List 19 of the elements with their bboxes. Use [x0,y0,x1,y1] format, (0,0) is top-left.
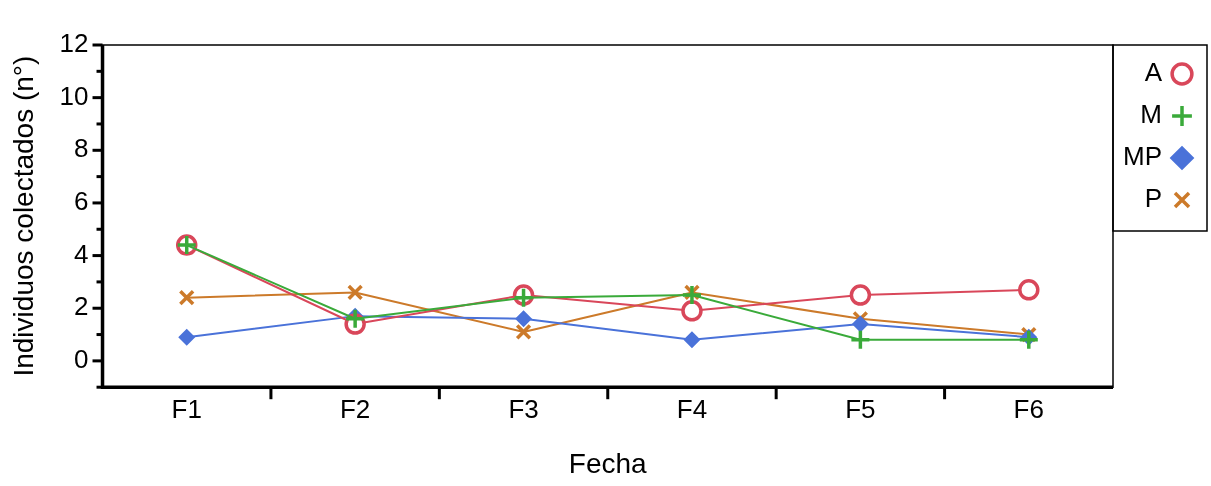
y-tick-label: 12 [59,28,89,59]
y-tick-label: 6 [74,186,89,217]
y-axis-title: Individuos colectados (n°) [7,55,39,377]
x-tick-label: F2 [339,393,371,424]
y-tick-label: 2 [74,291,89,322]
x-axis-title: Fecha [568,447,648,479]
legend-label: A [1144,57,1163,88]
legend-label: MP [1123,141,1162,172]
legend-label: M [1140,99,1162,130]
y-tick-label: 8 [74,133,89,164]
x-tick-label: F1 [171,393,202,424]
x-tick-label: F4 [676,393,708,424]
y-tick-label: 10 [59,80,89,111]
y-tick-label: 0 [74,344,89,375]
x-tick-label: F3 [508,393,539,424]
x-tick-label: F5 [845,393,876,424]
legend-label: P [1144,183,1162,214]
y-tick-label: 4 [74,238,89,269]
x-tick-label: F6 [1013,393,1044,424]
